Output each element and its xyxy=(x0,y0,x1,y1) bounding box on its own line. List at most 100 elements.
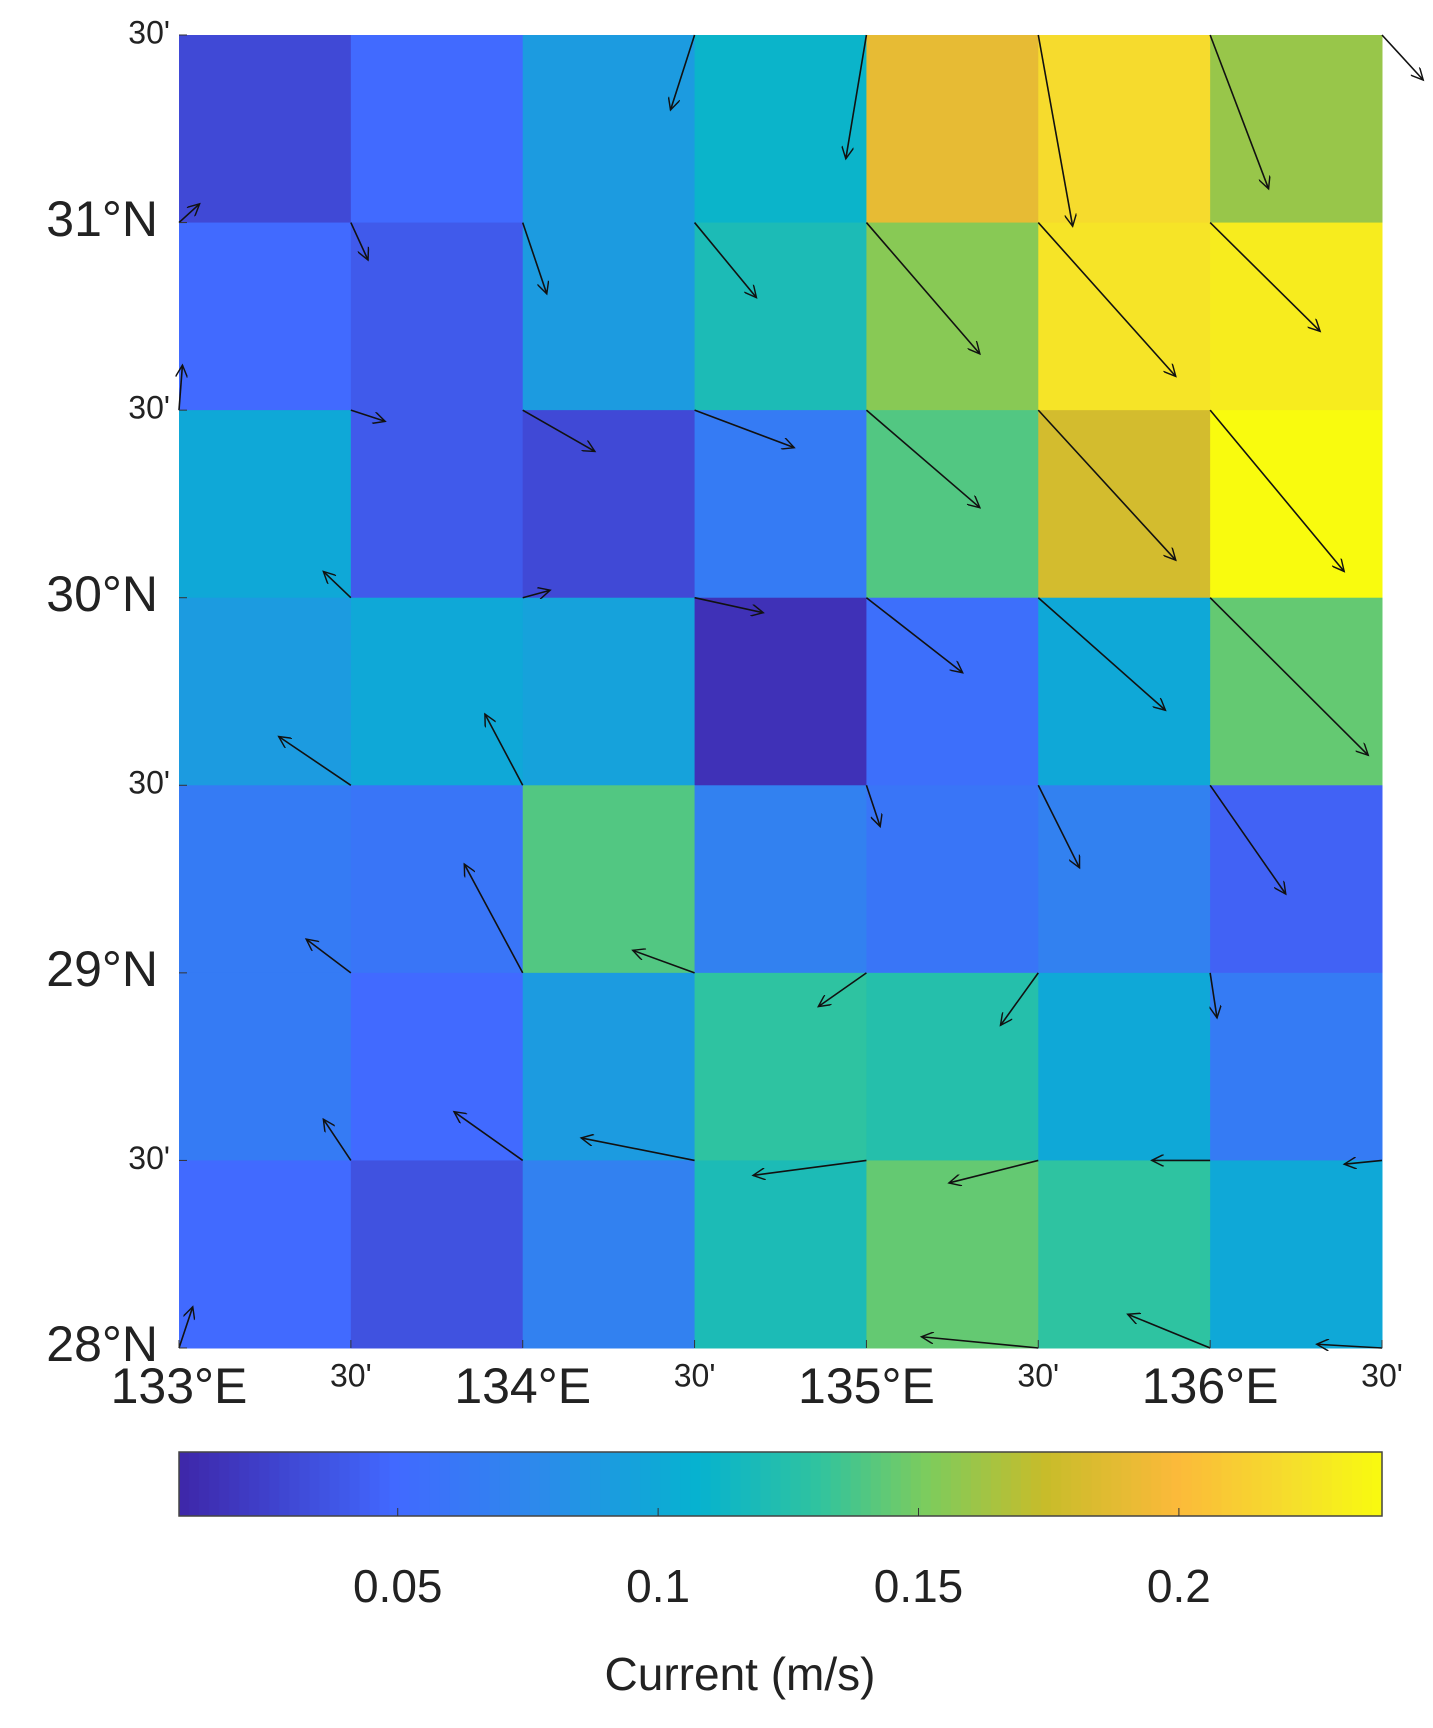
colorbar-swatch xyxy=(700,1452,711,1516)
cell xyxy=(1038,1160,1211,1349)
colorbar-swatch xyxy=(770,1452,782,1516)
current-arrow xyxy=(753,1159,867,1175)
colorbar-swatch xyxy=(1121,1452,1132,1516)
colorbar-swatch xyxy=(960,1452,972,1516)
y-tick-label: 30' xyxy=(128,765,170,801)
colorbar-swatch xyxy=(850,1452,862,1516)
colorbar-swatch xyxy=(730,1452,741,1516)
colorbar-swatch xyxy=(940,1452,952,1516)
current-arrow xyxy=(694,596,764,613)
colorbar-swatch xyxy=(1201,1452,1213,1516)
cell xyxy=(179,1160,352,1349)
cell xyxy=(866,222,1039,411)
colorbar-swatch xyxy=(800,1452,812,1516)
colorbar-swatch xyxy=(650,1452,661,1516)
colorbar-swatch xyxy=(1021,1452,1032,1516)
colorbar-swatch xyxy=(670,1452,681,1516)
colorbar-swatch xyxy=(750,1452,762,1516)
y-tick-label: 29°N xyxy=(46,941,158,997)
current-arrow xyxy=(694,409,795,448)
current-arrow xyxy=(1037,784,1079,868)
colorbar-tick-label: 0.05 xyxy=(353,1560,443,1612)
colorbar-swatch xyxy=(509,1452,521,1516)
colorbar-swatch xyxy=(590,1452,601,1516)
colorbar-swatch xyxy=(720,1452,731,1516)
current-arrow xyxy=(1209,222,1320,332)
cell xyxy=(694,972,867,1161)
colorbar-swatch xyxy=(1291,1452,1303,1516)
colorbar-swatch xyxy=(1051,1452,1062,1516)
current-arrow xyxy=(179,365,182,411)
colorbar-swatch xyxy=(229,1452,240,1516)
colorbar-swatch xyxy=(870,1452,882,1516)
colorbar-swatch xyxy=(469,1452,481,1516)
cell xyxy=(179,597,352,786)
cell xyxy=(1038,35,1211,224)
cell xyxy=(1210,1160,1383,1349)
colorbar-tick-label: 0.15 xyxy=(874,1560,964,1612)
colorbar-tick-label: 0.2 xyxy=(1147,1560,1211,1612)
current-arrow xyxy=(949,1159,1039,1183)
colorbar-swatch xyxy=(1211,1452,1223,1516)
colorbar-swatch xyxy=(900,1452,912,1516)
cell xyxy=(1210,972,1383,1161)
current-arrow xyxy=(485,714,524,786)
cell xyxy=(350,222,524,411)
colorbar-swatch xyxy=(1361,1452,1373,1516)
current-arrow xyxy=(1037,409,1175,560)
current-arrow xyxy=(1128,1314,1211,1349)
current-arrow xyxy=(350,222,368,261)
colorbar-swatch xyxy=(660,1452,671,1516)
current-arrow xyxy=(306,939,352,974)
current-arrow xyxy=(1209,34,1268,189)
colorbar-swatch xyxy=(1281,1452,1293,1516)
colorbar-swatch xyxy=(239,1452,250,1516)
colorbar-swatch xyxy=(930,1452,942,1516)
current-arrow xyxy=(1209,409,1344,571)
colorbar-swatch xyxy=(710,1452,721,1516)
x-tick-label: 134°E xyxy=(454,1358,591,1414)
colorbar-swatch xyxy=(1371,1452,1383,1516)
colorbar-swatch xyxy=(910,1452,922,1516)
colorbar-swatch xyxy=(409,1452,421,1516)
current-arrow xyxy=(671,34,696,110)
colorbar-swatch xyxy=(950,1452,962,1516)
cell xyxy=(1210,410,1383,599)
colorbar-swatch xyxy=(1131,1452,1142,1516)
x-tick-label: 30' xyxy=(674,1357,716,1393)
current-arrow xyxy=(1037,222,1175,377)
colorbar-swatch xyxy=(840,1452,852,1516)
colorbar-swatch xyxy=(1041,1452,1052,1516)
colorbar-swatch xyxy=(600,1452,611,1516)
colorbar-swatch xyxy=(1171,1452,1183,1516)
colorbar-swatch xyxy=(1231,1452,1243,1516)
colorbar-swatch xyxy=(610,1452,621,1516)
colorbar-swatch xyxy=(1181,1452,1193,1516)
y-tick-label: 30' xyxy=(128,14,170,50)
colorbar-swatch xyxy=(209,1452,220,1516)
cell xyxy=(179,972,352,1161)
cell xyxy=(694,1160,867,1349)
colorbar-swatch xyxy=(1221,1452,1233,1516)
colorbar-swatch xyxy=(1061,1452,1072,1516)
colorbar-swatch xyxy=(349,1452,361,1516)
colorbar-swatch xyxy=(379,1452,391,1516)
colorbar-swatch xyxy=(690,1452,701,1516)
x-tick-label: 30' xyxy=(330,1357,372,1393)
cell xyxy=(350,597,524,786)
current-arrow xyxy=(693,222,757,298)
cell xyxy=(866,35,1039,224)
y-tick-label: 30' xyxy=(128,1140,170,1176)
current-arrow xyxy=(633,950,695,974)
colorbar-swatch xyxy=(1101,1452,1112,1516)
x-tick-label: 136°E xyxy=(1142,1358,1279,1414)
colorbar-swatch xyxy=(860,1452,872,1516)
cell xyxy=(522,35,696,224)
cell xyxy=(866,597,1039,786)
colorbar-swatch xyxy=(499,1452,511,1516)
colorbar-swatch xyxy=(880,1452,892,1516)
colorbar-swatch xyxy=(1161,1452,1173,1516)
colorbar-swatch xyxy=(289,1452,300,1516)
colorbar-swatch xyxy=(970,1452,982,1516)
